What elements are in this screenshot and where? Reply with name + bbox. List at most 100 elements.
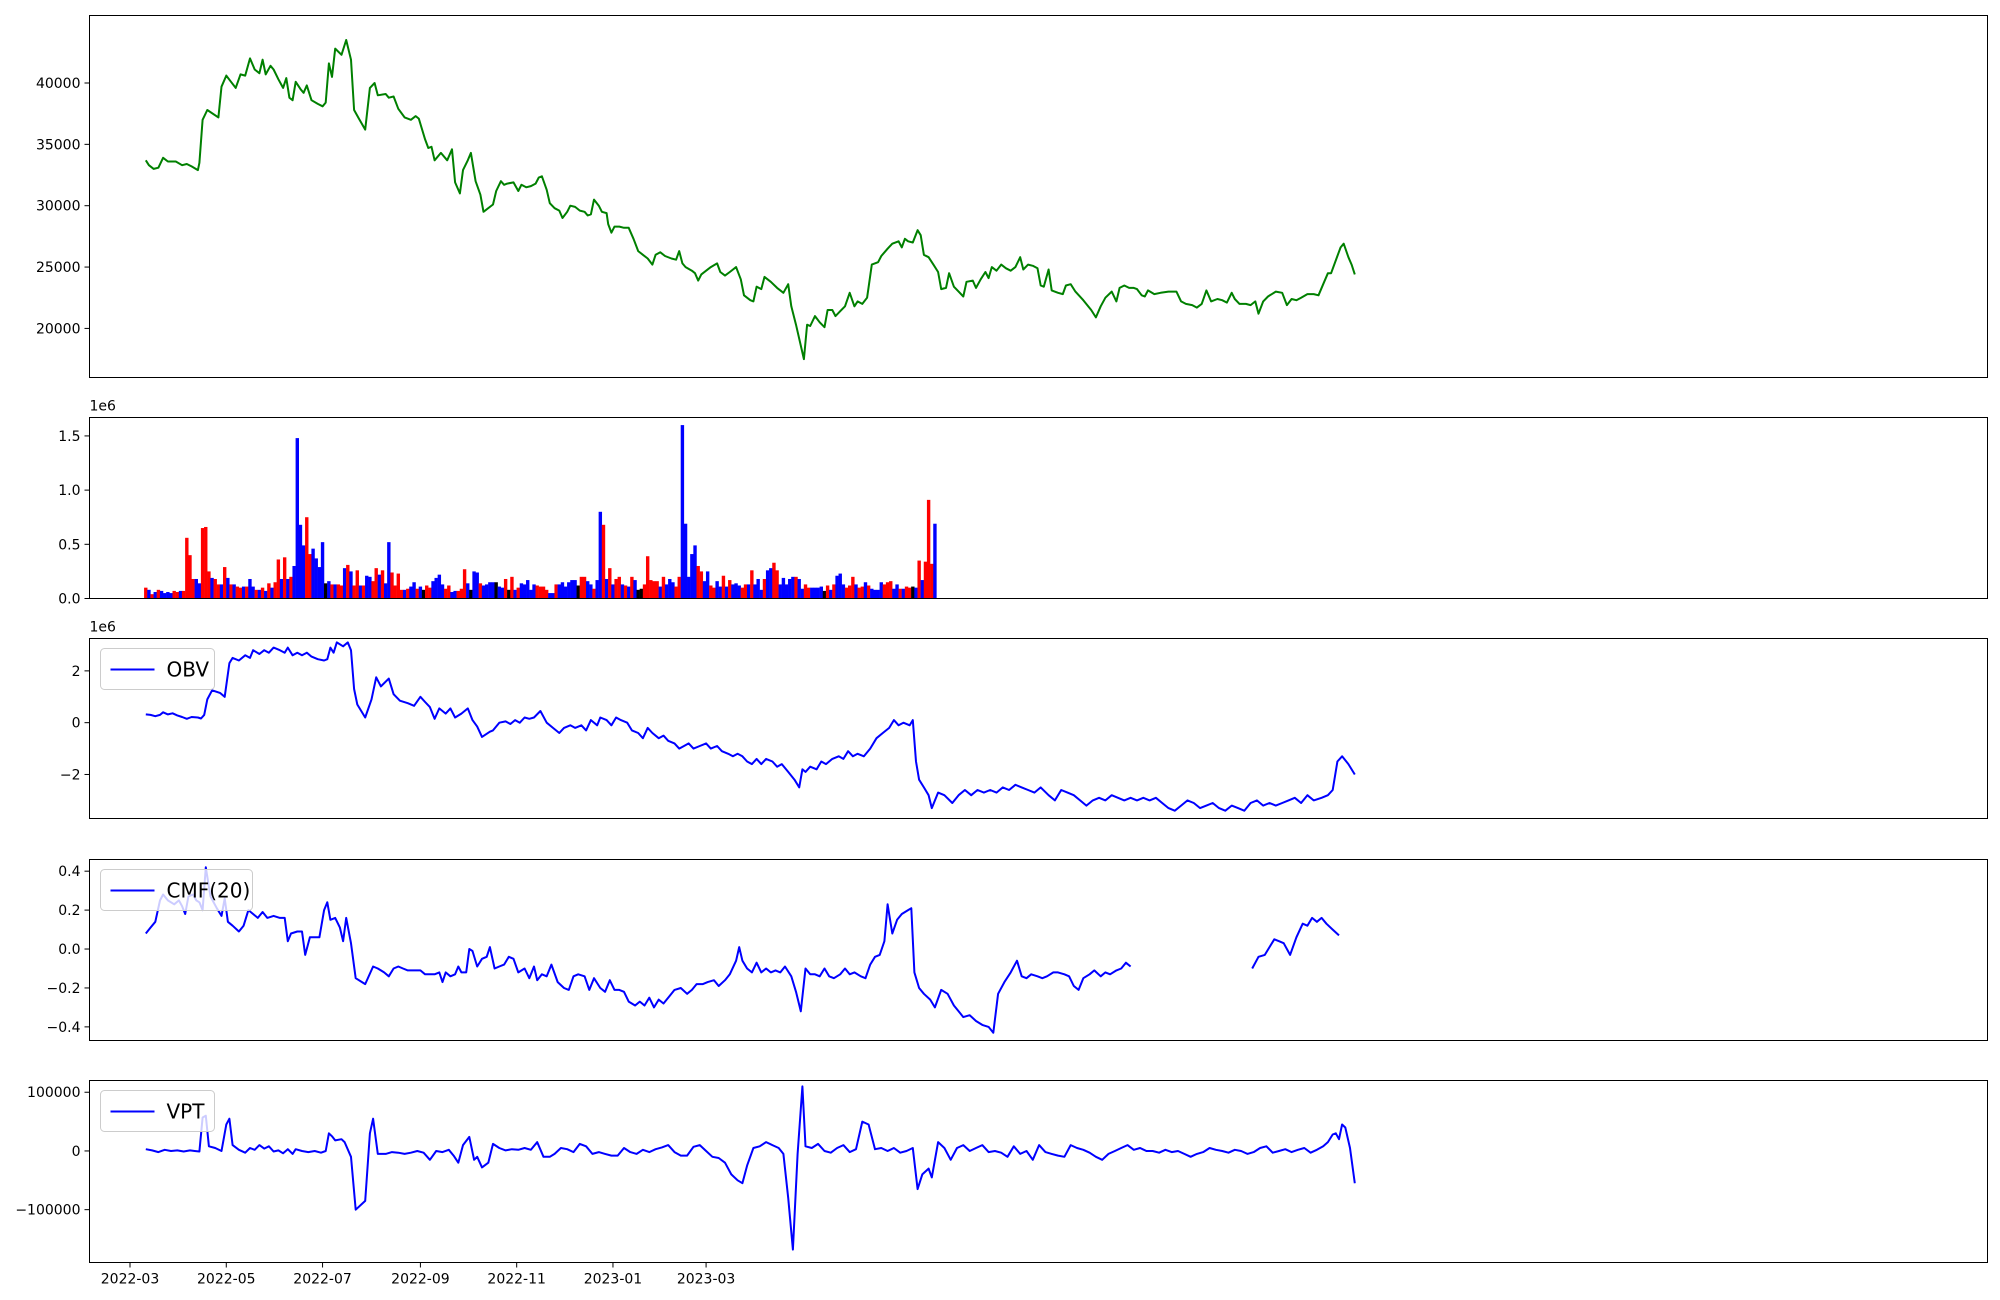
- volume-bar: [342, 568, 347, 599]
- vpt-legend: VPT: [100, 1090, 215, 1132]
- volume-bar: [620, 584, 625, 599]
- volume-bar: [589, 584, 593, 599]
- volume-bar: [592, 588, 596, 599]
- vpt-xtick-label: 2022-11: [487, 1272, 546, 1288]
- volume-bar: [349, 571, 353, 599]
- volume-bar: [611, 584, 615, 599]
- cmf-legend-box: [100, 869, 253, 911]
- volume-bar: [434, 577, 438, 599]
- volume-bar: [598, 511, 603, 599]
- volume-bar: [721, 575, 726, 599]
- volume-bar: [169, 593, 173, 599]
- volume-bar: [554, 584, 558, 599]
- volume-bar: [693, 545, 697, 599]
- volume-bar: [510, 576, 514, 599]
- volume-bar: [642, 584, 647, 599]
- volume-bar: [709, 585, 713, 599]
- volume-bar: [380, 570, 385, 599]
- volume-bar: [636, 589, 640, 599]
- volume-bar: [308, 554, 312, 599]
- volume-bar: [213, 578, 217, 599]
- volume-bar: [210, 577, 214, 599]
- volume-bar: [358, 585, 363, 599]
- obv-scale-label: 1e6: [90, 620, 117, 636]
- volume-bar: [181, 590, 186, 599]
- volume-bar: [488, 582, 492, 599]
- volume-bar: [778, 584, 782, 599]
- volume-bar: [298, 524, 303, 599]
- volume-bar: [314, 558, 318, 599]
- volume-bar: [907, 587, 912, 599]
- volume-bar: [336, 584, 341, 599]
- volume-bar: [674, 586, 678, 599]
- volume-bar: [601, 524, 606, 599]
- volume-ytick-label: 1.5: [58, 429, 80, 445]
- volume-bar: [775, 570, 779, 599]
- volume-bar: [254, 589, 258, 599]
- volume-bar: [690, 554, 694, 599]
- volume-bar: [415, 588, 419, 599]
- volume-bar: [194, 578, 198, 599]
- volume-bar: [279, 578, 284, 599]
- volume-bar: [680, 425, 685, 599]
- volume-bar: [144, 587, 148, 599]
- volume-bar: [683, 523, 688, 599]
- volume-bar: [876, 589, 880, 599]
- volume-bar: [885, 582, 890, 599]
- cmf-ytick-label: −0.4: [47, 1020, 81, 1036]
- volume-bar: [923, 561, 928, 599]
- volume-bar: [374, 568, 378, 599]
- volume-bar: [608, 568, 612, 599]
- volume-bar: [627, 586, 631, 599]
- volume-bar: [431, 581, 435, 599]
- vpt-xtick-label: 2022-03: [101, 1272, 160, 1288]
- price-series-line: [144, 39, 1356, 361]
- volume-bar: [311, 548, 315, 599]
- volume-bar: [245, 586, 249, 599]
- volume-bar: [794, 576, 798, 599]
- volume-bar: [557, 584, 561, 599]
- volume-bar: [346, 564, 350, 599]
- volume-bar: [914, 587, 918, 599]
- cmf-legend: CMF(20): [100, 869, 253, 911]
- obv-ytick-label: 0: [72, 716, 81, 732]
- volume-bar: [813, 587, 817, 599]
- volume-bar: [475, 572, 479, 599]
- volume-bar: [655, 581, 659, 599]
- volume-bar: [731, 584, 735, 599]
- volume-bar: [848, 585, 852, 599]
- volume-bar: [257, 589, 262, 599]
- volume-bar: [664, 584, 669, 599]
- volume-bar: [746, 584, 751, 599]
- volume-bar: [251, 586, 255, 599]
- volume-bar: [396, 573, 401, 599]
- volume-bar: [724, 586, 729, 599]
- vpt-panel: −100000 0 100000 2022-03 2022-05 2022-07 2022-…: [15, 1080, 1988, 1288]
- volume-bar: [440, 584, 445, 599]
- volume-bar: [718, 586, 722, 599]
- price-ytick-label: 30000: [36, 199, 81, 215]
- volume-bar: [560, 582, 565, 599]
- volume-bar: [567, 582, 571, 599]
- price-axes-frame: [89, 15, 1988, 378]
- volume-bar: [172, 590, 176, 599]
- volume-bar: [472, 571, 476, 599]
- volume-bar: [541, 586, 546, 599]
- volume-bar: [857, 587, 861, 599]
- volume-bar: [333, 584, 337, 599]
- volume-scale-label: 1e6: [90, 399, 117, 415]
- volume-bar: [753, 584, 757, 599]
- volume-bar: [393, 585, 397, 599]
- volume-bar: [576, 585, 580, 599]
- volume-bar: [443, 588, 448, 599]
- volume-bar: [368, 576, 372, 599]
- volume-bar: [756, 578, 760, 599]
- volume-bar: [383, 583, 388, 599]
- volume-bar: [898, 588, 902, 599]
- volume-bar: [204, 526, 208, 599]
- volume-bar: [604, 578, 609, 599]
- volume-bar: [920, 580, 925, 599]
- volume-bar: [740, 587, 745, 599]
- volume-bar: [668, 578, 672, 599]
